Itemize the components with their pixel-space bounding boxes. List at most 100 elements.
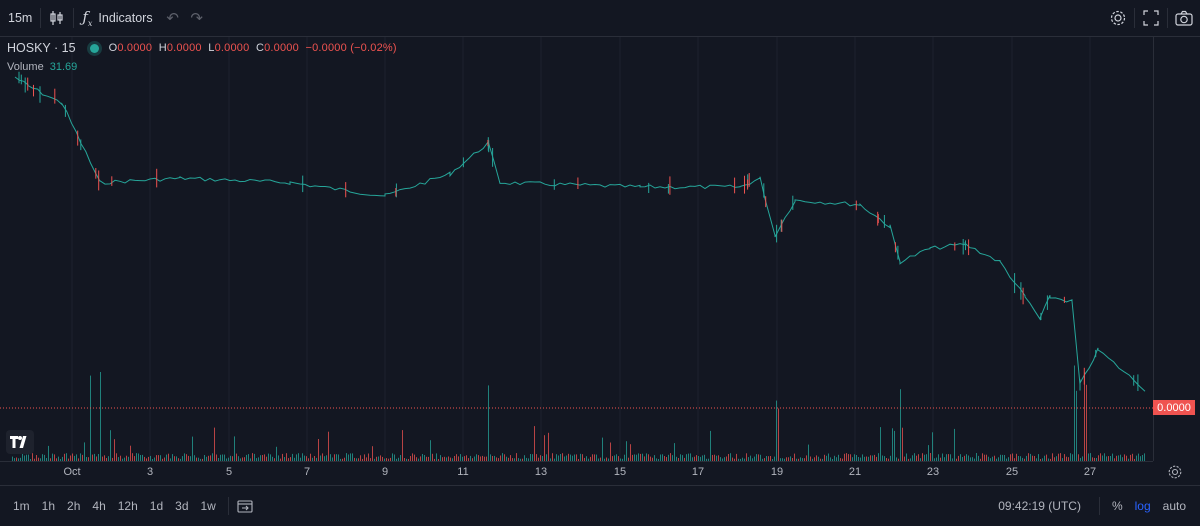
goto-date-icon[interactable]	[235, 496, 255, 516]
volume-bar	[456, 454, 457, 461]
volume-bar	[940, 457, 941, 461]
symbol-label[interactable]: HOSKY · 15	[7, 41, 76, 55]
volume-bar	[736, 453, 737, 461]
volume-bar	[816, 455, 817, 461]
volume-bar	[276, 446, 277, 461]
undo-icon[interactable]: ↶	[166, 10, 179, 27]
volume-bar	[750, 455, 751, 461]
volume-bar	[124, 457, 125, 461]
volume-bar	[932, 432, 933, 461]
volume-bar	[926, 454, 927, 461]
volume-bar	[634, 454, 635, 461]
market-status-icon[interactable]	[89, 43, 99, 53]
volume-bar	[976, 453, 977, 461]
tradingview-logo-icon[interactable]	[6, 430, 34, 454]
volume-bar	[536, 454, 537, 461]
volume-bar	[206, 456, 207, 461]
volume-bar	[184, 453, 185, 461]
volume-bar	[616, 454, 617, 461]
volume-bar	[952, 458, 953, 461]
range-button-2h[interactable]: 2h	[67, 499, 81, 513]
volume-bar	[358, 458, 359, 461]
volume-bar	[320, 455, 321, 461]
volume-bar	[790, 456, 791, 461]
volume-bar	[356, 458, 357, 461]
range-button-3d[interactable]: 3d	[175, 499, 189, 513]
volume-bar	[268, 453, 269, 461]
volume-bar	[32, 453, 33, 461]
volume-bar	[768, 456, 769, 461]
range-button-1d[interactable]: 1d	[149, 499, 164, 513]
fullscreen-icon[interactable]	[1135, 0, 1167, 36]
axis-settings-icon[interactable]	[1167, 464, 1183, 480]
volume-bar	[512, 458, 513, 461]
volume-bar	[524, 455, 525, 461]
fx-icon: ƒx	[82, 8, 93, 28]
toolbar-divider	[1098, 497, 1100, 515]
time-tick-label: 17	[691, 466, 705, 478]
volume-bar	[106, 458, 107, 461]
volume-bar	[166, 454, 167, 461]
log-scale-toggle[interactable]: log	[1134, 499, 1151, 513]
volume-bar	[820, 458, 821, 461]
range-button-1m[interactable]: 1m	[13, 499, 30, 513]
volume-bar	[1044, 455, 1045, 461]
volume-bar	[20, 457, 21, 461]
volume-bar	[368, 453, 369, 461]
range-button-12h[interactable]: 12h	[117, 499, 138, 513]
camera-icon[interactable]	[1168, 0, 1200, 36]
volume-bar	[882, 455, 883, 461]
volume-bar	[186, 454, 187, 461]
volume-bar	[756, 454, 757, 461]
volume-bar	[64, 453, 65, 461]
candles-icon[interactable]	[41, 0, 73, 36]
volume-bar	[764, 458, 765, 461]
volume-bar	[288, 458, 289, 461]
volume-bar	[76, 454, 77, 461]
volume-bar	[586, 456, 587, 461]
volume-bar	[74, 455, 75, 461]
volume-bar	[1092, 457, 1093, 461]
indicators-button[interactable]: ƒx Indicators	[74, 0, 160, 36]
volume-bar	[364, 454, 365, 461]
chart-pane[interactable]	[0, 37, 1153, 461]
volume-bar	[972, 457, 973, 461]
volume-bar	[506, 456, 507, 461]
volume-bar	[504, 454, 505, 461]
clock-label[interactable]: 09:42:19 (UTC)	[998, 499, 1081, 513]
volume-bar	[670, 453, 671, 461]
percent-scale-toggle[interactable]: %	[1111, 499, 1123, 513]
volume-bar	[592, 454, 593, 461]
volume-label[interactable]: Volume	[7, 61, 44, 73]
auto-scale-toggle[interactable]: auto	[1162, 499, 1186, 513]
volume-bar	[674, 443, 675, 461]
volume-bar	[686, 454, 687, 461]
bottom-toolbar: 1m 1h 2h 4h 12h 1d 3d 1w 09:42:19 (UTC) % log a…	[0, 485, 1200, 526]
volume-bar	[204, 455, 205, 461]
price-chart[interactable]	[0, 37, 1153, 461]
volume-bar	[872, 455, 873, 461]
volume-bar	[860, 457, 861, 461]
volume-bar	[690, 453, 691, 461]
volume-bar	[262, 455, 263, 461]
settings-icon[interactable]	[1102, 0, 1134, 36]
volume-bar	[178, 458, 179, 461]
volume-bar	[998, 457, 999, 461]
interval-selector[interactable]: 15m	[0, 0, 40, 36]
volume-bar	[558, 455, 559, 461]
time-axis[interactable]	[0, 461, 1153, 486]
range-button-1w[interactable]: 1w	[200, 499, 216, 513]
volume-bar	[280, 458, 281, 461]
range-button-1h[interactable]: 1h	[41, 499, 56, 513]
volume-bar	[688, 453, 689, 461]
volume-bar	[1106, 456, 1107, 461]
volume-bar	[818, 456, 819, 461]
price-scale[interactable]	[1153, 37, 1200, 461]
volume-bar	[1014, 458, 1015, 461]
redo-icon[interactable]: ↷	[190, 10, 203, 27]
volume-bar	[988, 456, 989, 461]
volume-bar	[372, 446, 373, 461]
volume-bar	[608, 458, 609, 461]
range-button-4h[interactable]: 4h	[92, 499, 106, 513]
volume-bar	[474, 456, 475, 461]
